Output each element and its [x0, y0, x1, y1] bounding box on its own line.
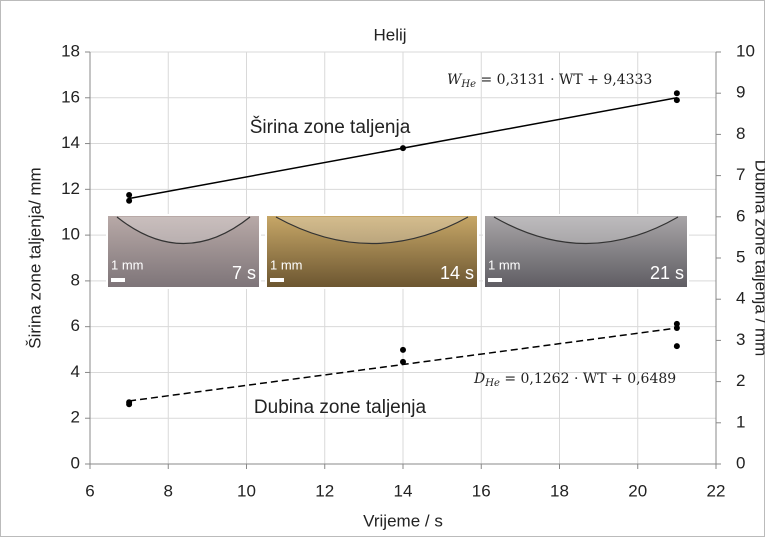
data-point: [673, 320, 680, 327]
time-label: 7 s: [232, 263, 256, 283]
fusion-zone: [116, 216, 251, 244]
y-axis-label: Širina zone taljenja/ mm: [25, 167, 44, 348]
x-tick-label: 16: [472, 481, 491, 500]
y-tick-label: 12: [61, 179, 80, 198]
data-point: [400, 145, 406, 152]
scale-label: 1 mm: [488, 257, 521, 272]
data-point: [400, 346, 406, 353]
x-tick-label: 12: [315, 481, 334, 500]
y2-tick-label: 0: [736, 453, 745, 472]
data-point: [126, 192, 133, 199]
time-label: 14 s: [440, 263, 474, 283]
data-point: [673, 343, 680, 350]
fusion-zone: [493, 216, 679, 244]
y-tick-label: 0: [71, 453, 80, 472]
x-axis-label: Vrijeme / s: [363, 511, 443, 530]
y2-tick-label: 8: [736, 124, 745, 143]
scale-bar: [270, 278, 284, 282]
y-tick-label: 6: [71, 316, 80, 335]
chart-title: Helij: [373, 25, 406, 44]
data-point: [673, 90, 680, 97]
micrograph: [106, 214, 261, 289]
x-tick-label: 6: [85, 481, 94, 500]
y-tick-label: 10: [61, 225, 80, 244]
fusion-zone: [275, 216, 469, 244]
eq-rhs: = 0,1262 · WT + 0,6489: [500, 371, 676, 387]
scale-bar: [488, 278, 502, 282]
series-label: Širina zone taljenja: [250, 116, 411, 138]
data-point: [673, 325, 680, 332]
y2-tick-label: 10: [736, 41, 755, 60]
x-tick-label: 10: [237, 481, 256, 500]
micrograph: [265, 214, 479, 289]
eq-subscript: He: [484, 378, 500, 389]
eq-symbol: D: [473, 371, 485, 387]
data-point: [400, 358, 406, 365]
x-tick-label: 18: [550, 481, 569, 500]
eq-subscript: He: [460, 79, 476, 90]
y-tick-label: 14: [61, 133, 80, 152]
x-tick-label: 20: [628, 481, 647, 500]
data-point: [126, 197, 133, 204]
eq-symbol: W: [447, 72, 463, 88]
y-tick-label: 4: [71, 362, 80, 381]
data-point: [673, 97, 680, 104]
x-tick-label: 14: [394, 481, 413, 500]
y-tick-label: 16: [61, 87, 80, 106]
x-tick-label: 22: [707, 481, 726, 500]
scale-bar: [111, 278, 125, 282]
series-label: Dubina zone taljenja: [254, 397, 427, 418]
y2-tick-label: 1: [736, 412, 745, 431]
y-tick-label: 18: [61, 41, 80, 60]
time-label: 21 s: [650, 263, 684, 283]
y-tick-label: 2: [71, 408, 80, 427]
y2-tick-label: 4: [736, 289, 745, 308]
x-tick-label: 8: [164, 481, 173, 500]
y2-tick-label: 9: [736, 83, 745, 102]
y2-tick-label: 6: [736, 206, 745, 225]
y2-tick-label: 2: [736, 371, 745, 390]
micrograph: [483, 214, 689, 289]
y2-axis-label: Dubina zone taljenja / mm: [752, 160, 765, 357]
equation: WHe = 0,3131 · WT + 9,4333: [447, 72, 652, 90]
y2-tick-label: 3: [736, 330, 745, 349]
data-point: [126, 399, 133, 406]
eq-rhs: = 0,3131 · WT + 9,4333: [476, 72, 652, 88]
equation: DHe = 0,1262 · WT + 0,6489: [473, 371, 676, 389]
scale-label: 1 mm: [111, 257, 144, 272]
y2-tick-label: 5: [736, 247, 745, 266]
y-tick-label: 8: [71, 270, 80, 289]
scale-label: 1 mm: [270, 257, 303, 272]
y2-tick-label: 7: [736, 165, 745, 184]
